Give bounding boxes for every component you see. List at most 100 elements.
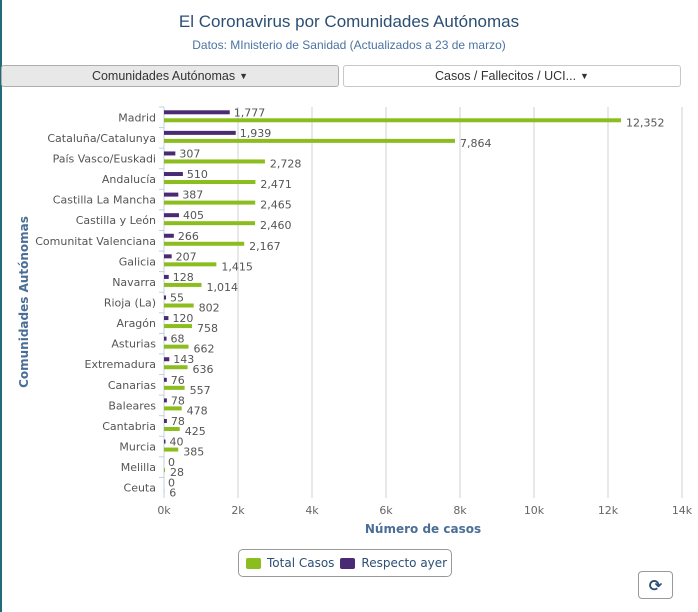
y-tick-label: Madrid — [118, 111, 156, 124]
bar-respecto-ayer — [164, 274, 169, 279]
legend-swatch-total — [246, 557, 261, 569]
y-tick-label: Melilla — [121, 461, 156, 474]
x-tick-label: 0k — [157, 504, 171, 517]
data-label-total-casos: 12,352 — [626, 116, 665, 129]
y-tick-label: Rioja (La) — [104, 297, 156, 310]
data-label-total-casos: 557 — [190, 384, 211, 397]
data-label-respecto-ayer: 78 — [171, 394, 185, 407]
x-tick-label: 2k — [231, 504, 245, 517]
data-label-respecto-ayer: 40 — [169, 436, 183, 449]
data-label-total-casos: 758 — [197, 322, 218, 335]
bar-total-casos — [164, 303, 194, 308]
data-label-total-casos: 478 — [187, 404, 208, 417]
data-label-total-casos: 2,167 — [249, 240, 281, 253]
legend-item-respecto[interactable]: Respecto ayer — [340, 556, 447, 570]
y-tick-label: Canarias — [108, 379, 156, 392]
y-tick-label: Ceuta — [124, 482, 156, 495]
data-label-respecto-ayer: 266 — [178, 230, 199, 243]
data-label-total-casos: 802 — [199, 302, 220, 315]
y-tick-label: Navarra — [112, 276, 156, 289]
bar-respecto-ayer — [164, 357, 170, 362]
data-label-respecto-ayer: 1,777 — [234, 106, 266, 119]
bar-respecto-ayer — [164, 151, 176, 156]
data-label-total-casos: 1,415 — [221, 260, 253, 273]
y-tick-label: País Vasco/Euskadi — [53, 152, 156, 165]
bar-total-casos — [164, 159, 265, 164]
legend-label-respecto: Respecto ayer — [361, 556, 448, 570]
bar-respecto-ayer — [164, 295, 167, 300]
data-label-respecto-ayer: 78 — [171, 415, 185, 428]
chart-title: El Coronavirus por Comunidades Autónomas — [178, 12, 520, 31]
data-label-respecto-ayer: 307 — [179, 147, 200, 160]
y-tick-label: Castilla La Mancha — [53, 194, 156, 207]
bar-total-casos — [164, 406, 182, 411]
bar-respecto-ayer — [164, 110, 230, 115]
data-label-respecto-ayer: 1,939 — [240, 127, 271, 140]
bar-total-casos — [164, 385, 185, 390]
y-tick-label: Andalucía — [102, 173, 156, 186]
data-label-respecto-ayer: 143 — [173, 353, 194, 366]
data-label-total-casos: 385 — [183, 446, 204, 459]
bar-respecto-ayer — [164, 192, 179, 197]
y-tick-label: Galicia — [119, 255, 156, 268]
x-tick-label: 6k — [379, 504, 393, 517]
bar-total-casos — [164, 200, 256, 205]
legend-label-total: Total Casos — [267, 556, 335, 570]
data-label-total-casos: 2,728 — [270, 157, 302, 170]
bar-respecto-ayer — [164, 213, 179, 218]
data-label-total-casos: 636 — [193, 363, 214, 376]
data-label-respecto-ayer: 120 — [172, 312, 193, 325]
data-label-total-casos: 28 — [170, 466, 184, 479]
data-label-respecto-ayer: 405 — [183, 209, 204, 222]
bar-total-casos — [164, 221, 256, 226]
data-label-total-casos: 662 — [193, 343, 214, 356]
data-label-total-casos: 2,460 — [260, 219, 292, 232]
data-label-total-casos: 2,471 — [260, 178, 292, 191]
bar-total-casos — [164, 344, 189, 349]
data-label-respecto-ayer: 128 — [173, 271, 194, 284]
bar-total-casos — [164, 365, 188, 370]
bar-respecto-ayer — [164, 316, 169, 321]
bar-total-casos — [164, 282, 202, 287]
bar-respecto-ayer — [164, 439, 166, 444]
data-label-respecto-ayer: 76 — [171, 374, 185, 387]
metric-dropdown[interactable]: Casos / Fallecitos / UCI... ▼ — [343, 65, 681, 87]
metric-dropdown-label: Casos / Fallecitos / UCI... — [435, 69, 577, 83]
caret-down-icon: ▼ — [580, 71, 589, 81]
bar-total-casos — [164, 426, 180, 431]
bar-respecto-ayer — [164, 130, 236, 135]
bar-respecto-ayer — [164, 233, 174, 238]
bar-respecto-ayer — [164, 377, 167, 382]
x-tick-label: 4k — [305, 504, 319, 517]
region-dropdown[interactable]: Comunidades Autónomas ▼ — [1, 65, 339, 87]
data-label-respecto-ayer: 510 — [187, 168, 208, 181]
bar-respecto-ayer — [164, 254, 172, 259]
x-axis-title: Número de casos — [365, 522, 481, 536]
bar-respecto-ayer — [164, 398, 167, 403]
data-label-total-casos: 425 — [185, 425, 206, 438]
bar-total-casos — [164, 241, 245, 246]
y-tick-label: Asturias — [111, 338, 156, 351]
chart-subtitle: Datos: MInisterio de Sanidad (Actualizad… — [192, 38, 506, 52]
x-tick-label: 10k — [524, 504, 545, 517]
bar-total-casos — [164, 468, 166, 473]
data-label-respecto-ayer: 55 — [170, 292, 184, 305]
y-tick-label: Extremadura — [85, 358, 157, 371]
region-dropdown-label: Comunidades Autónomas — [91, 69, 236, 83]
data-label-respecto-ayer: 0 — [168, 477, 175, 490]
data-label-total-casos: 2,465 — [260, 199, 292, 212]
legend-item-total[interactable]: Total Casos — [246, 556, 334, 570]
caret-down-icon: ▼ — [239, 71, 249, 81]
data-label-respecto-ayer: 207 — [176, 250, 197, 263]
bar-respecto-ayer — [164, 336, 167, 341]
refresh-button[interactable]: ⟳ — [638, 571, 673, 599]
bar-total-casos — [164, 138, 455, 143]
data-label-respecto-ayer: 68 — [171, 333, 185, 346]
bar-total-casos — [164, 447, 179, 452]
y-tick-label: Comunitat Valenciana — [35, 235, 156, 248]
refresh-icon: ⟳ — [648, 575, 663, 595]
bar-respecto-ayer — [164, 172, 183, 177]
y-tick-label: Castilla y León — [76, 214, 156, 227]
y-tick-label: Cataluña/Catalunya — [47, 132, 156, 145]
